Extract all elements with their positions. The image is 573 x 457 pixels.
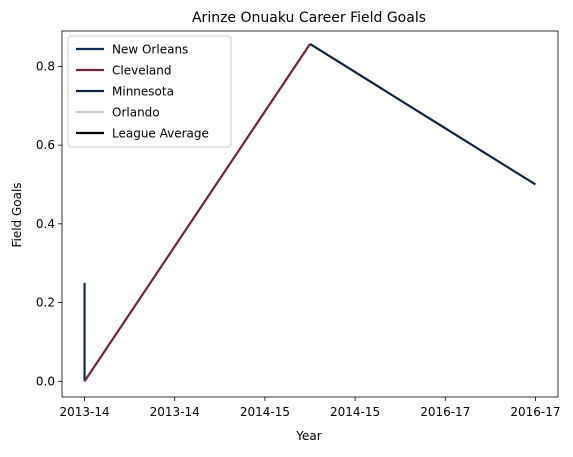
x-tick-label: 2014-15 <box>240 405 290 419</box>
x-tick-label: 2016-17 <box>510 405 560 419</box>
x-tick-label: 2013-14 <box>150 405 200 419</box>
chart-title: Arinze Onuaku Career Field Goals <box>192 10 426 26</box>
x-tick-label: 2014-15 <box>330 405 380 419</box>
y-axis-label: Field Goals <box>10 182 24 247</box>
y-tick-label: 0.2 <box>36 296 55 310</box>
legend-label-orlando: Orlando <box>112 106 160 120</box>
legend-label-cleveland: Cleveland <box>112 64 172 78</box>
x-tick-label: 2016-17 <box>420 405 470 419</box>
series-line-minnesota <box>309 43 537 186</box>
legend-label-minnesota: Minnesota <box>112 85 174 99</box>
y-tick-label: 0.4 <box>36 217 55 231</box>
y-tick-label: 0.6 <box>36 138 55 152</box>
legend-box <box>67 35 232 148</box>
series-line-cleveland <box>83 43 311 382</box>
legend-label-new-orleans: New Orleans <box>112 43 188 57</box>
x-axis-label: Year <box>295 429 321 443</box>
x-tick-label: 2013-14 <box>59 405 109 419</box>
plot-frame <box>61 30 559 398</box>
legend-label-league-average: League Average <box>112 127 209 141</box>
y-tick-label: 0.8 <box>36 59 55 73</box>
legend: New Orleans Cleveland Minnesota Orlando Leag… <box>67 35 232 148</box>
y-tick-label: 0.0 <box>36 374 55 388</box>
